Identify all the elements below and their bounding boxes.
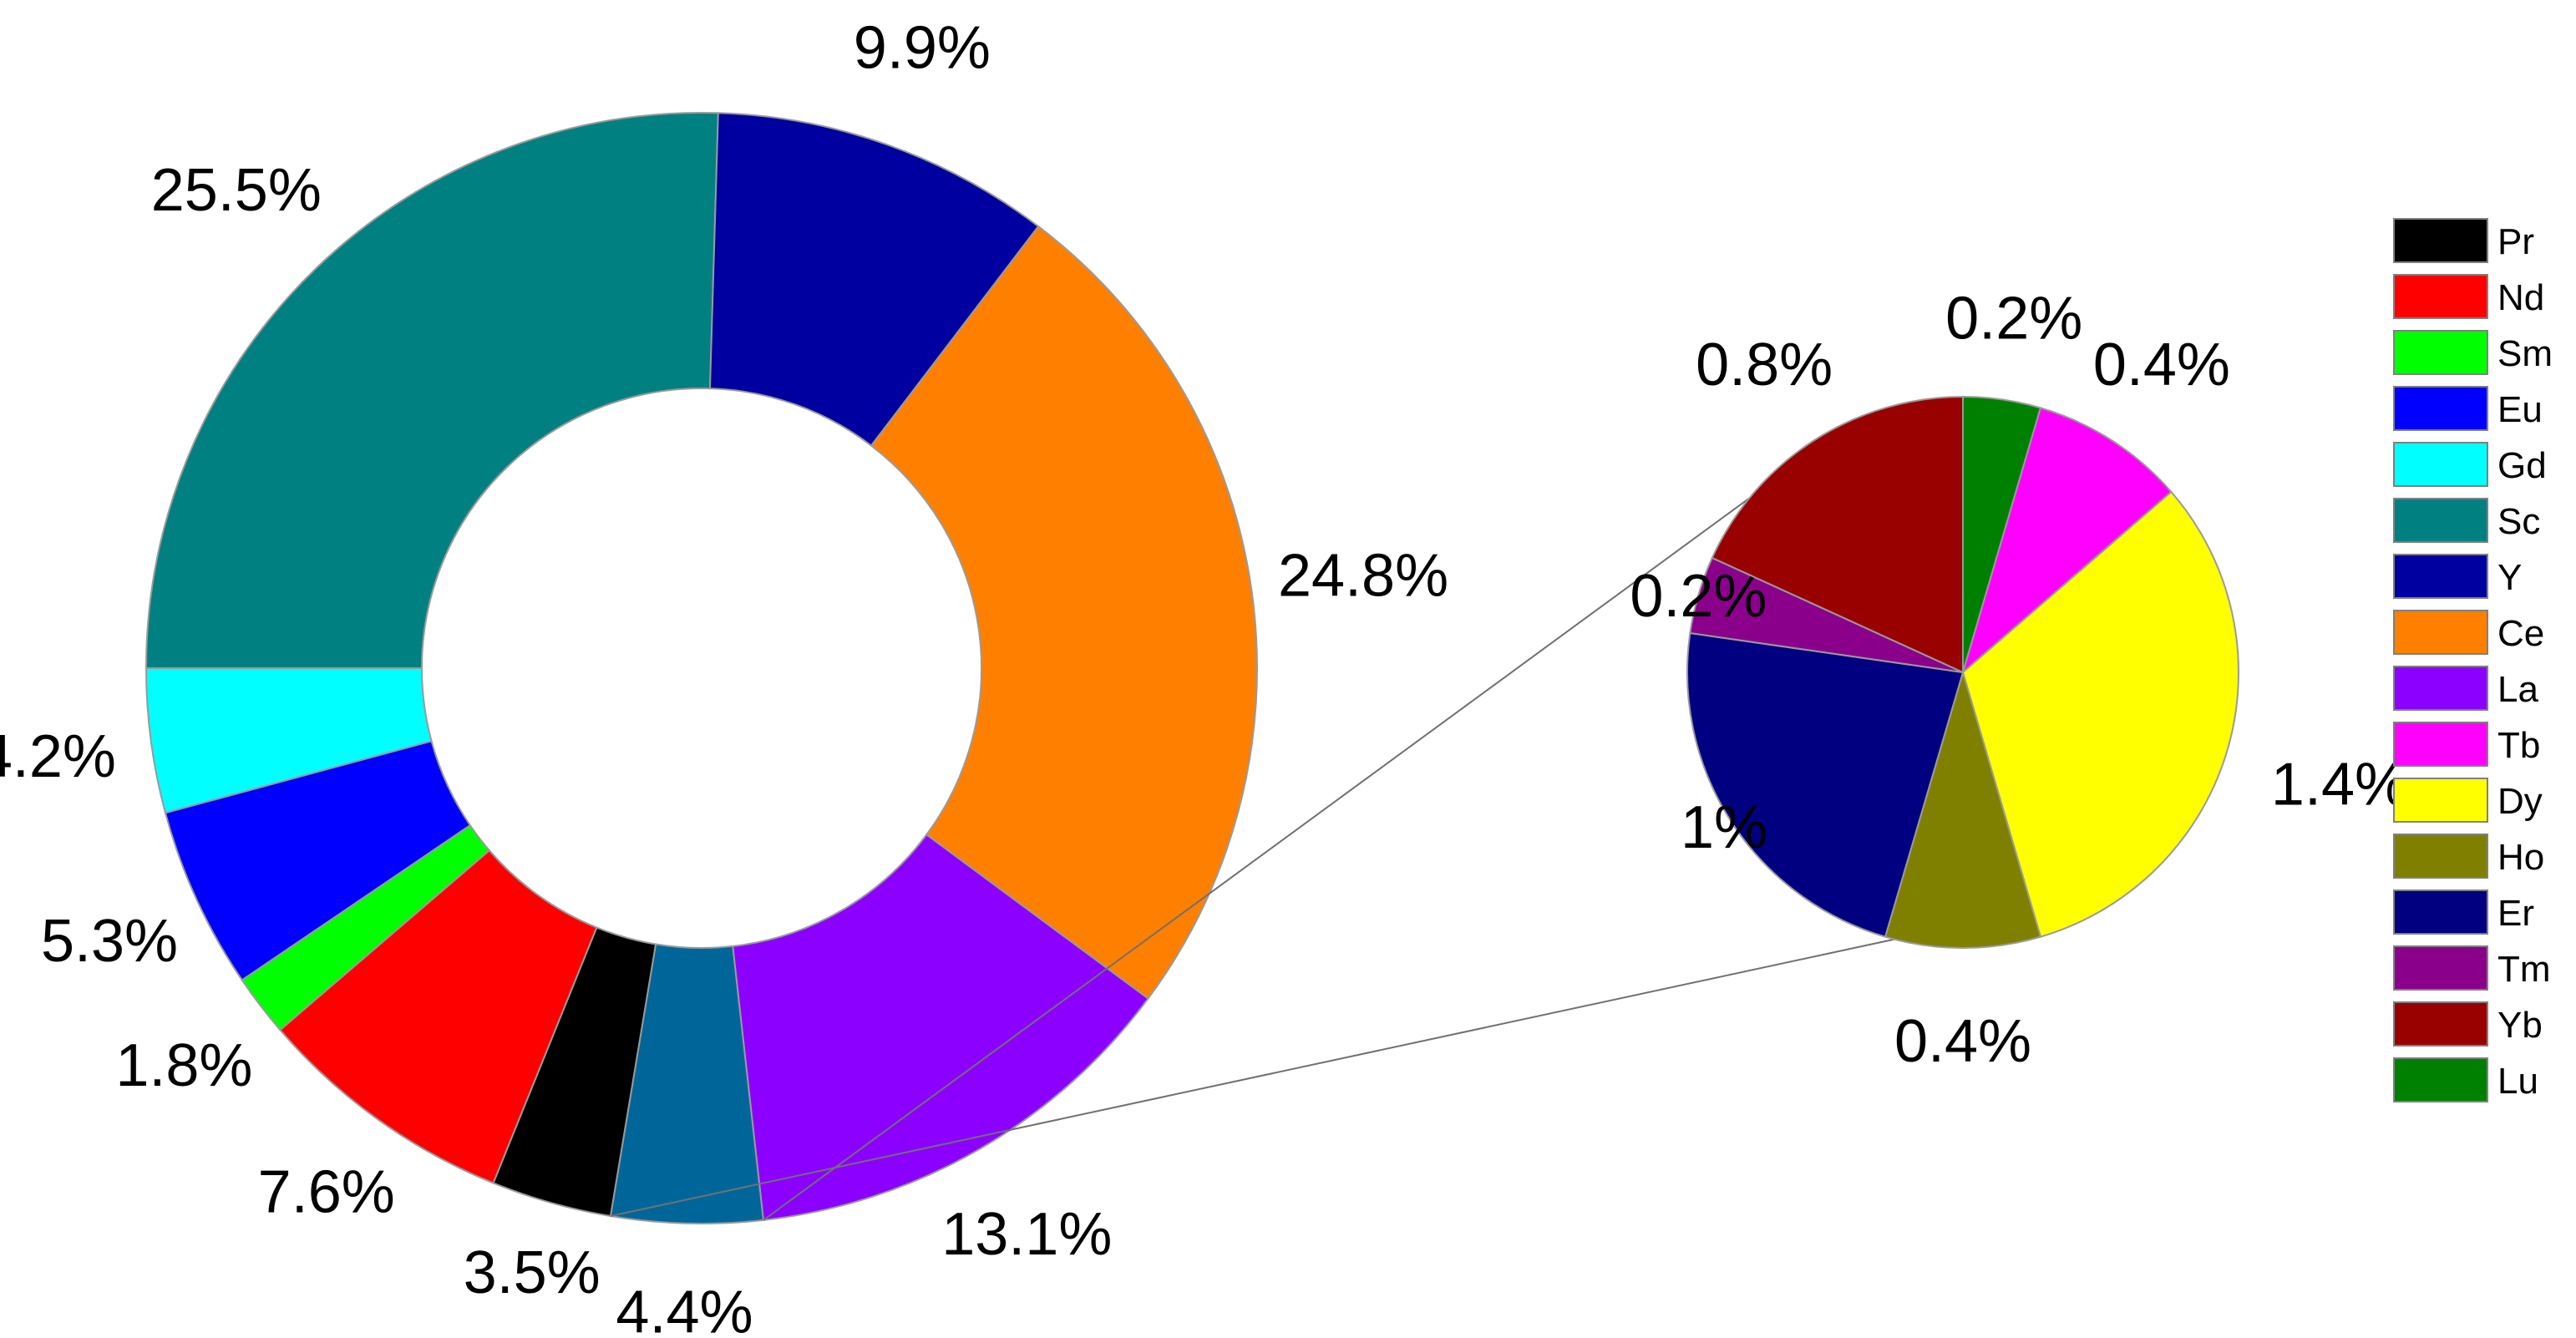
legend-swatch-lu xyxy=(2393,1057,2488,1102)
legend-swatch-tm xyxy=(2393,945,2488,991)
legend-label-ce: Ce xyxy=(2497,613,2544,654)
pie-label-ho: 0.4% xyxy=(1894,1008,2031,1075)
donut-label-pr: 3.5% xyxy=(464,1239,601,1306)
legend-label-yb: Yb xyxy=(2497,1005,2543,1046)
pie-slice-er xyxy=(1686,631,1965,938)
donut-slice-la xyxy=(732,833,1149,1221)
pie-slice-yb xyxy=(1711,395,1964,674)
legend-swatch-eu xyxy=(2393,386,2488,431)
legend-label-nd: Nd xyxy=(2497,277,2544,318)
legend-swatch-sm xyxy=(2393,330,2488,375)
legend-swatch-dy xyxy=(2393,778,2488,823)
connector-line-top xyxy=(763,415,1863,1221)
donut-label-la: 13.1% xyxy=(941,1201,1112,1268)
legend-label-eu: Eu xyxy=(2497,389,2543,430)
donut-slice-ce xyxy=(870,225,1258,1000)
donut-label-other: 4.4% xyxy=(616,1280,753,1338)
legend-label-lu: Lu xyxy=(2497,1061,2538,1102)
legend-swatch-sc xyxy=(2393,498,2488,543)
legend-swatch-er xyxy=(2393,889,2488,935)
legend-label-ho: Ho xyxy=(2497,837,2544,878)
breakout-pie-chart: 0.2%0.4%1.4%0.4%1%0.2%0.8% xyxy=(1630,285,2408,1075)
donut-slice-gd xyxy=(145,667,433,814)
doughnut-chart: 25.5% 9.9% 24.8% 13.1% 4.4% 3.5% 7.6%1.8% 5.3% 4… xyxy=(0,14,1448,1338)
donut-label-sc: 25.5% xyxy=(151,157,322,224)
legend-swatch-y xyxy=(2393,554,2488,599)
legend-label-pr: Pr xyxy=(2497,221,2534,262)
legend-swatch-pr xyxy=(2393,218,2488,263)
legend-swatch-tb xyxy=(2393,722,2488,767)
pie-label-tm: 0.2% xyxy=(1630,563,1767,630)
legend-label-la: La xyxy=(2497,669,2538,710)
pie-slice-ho xyxy=(1884,669,2042,949)
donut-label-eu: 5.3% xyxy=(41,908,178,975)
legend-label-sm: Sm xyxy=(2497,333,2553,374)
legend-swatch-yb xyxy=(2393,1001,2488,1047)
legend-label-tb: Tb xyxy=(2497,725,2540,766)
legend-label-tm: Tm xyxy=(2497,949,2551,990)
donut-slice-sc xyxy=(145,112,719,669)
pie-slice-tb xyxy=(1961,407,2173,675)
legend-label-gd: Gd xyxy=(2497,445,2547,486)
connector-line-bottom xyxy=(610,938,1895,1217)
legend-swatch-la xyxy=(2393,666,2488,711)
legend-label-sc: Sc xyxy=(2497,501,2540,542)
legend-swatch-ce xyxy=(2393,610,2488,655)
donut-label-y: 9.9% xyxy=(854,14,991,81)
legend-swatch-ho xyxy=(2393,834,2488,879)
pie-slice-dy xyxy=(1961,490,2239,938)
legend-label-dy: Dy xyxy=(2497,781,2543,822)
pie-label-lu: 0.2% xyxy=(1945,285,2082,352)
legend-swatch-gd xyxy=(2393,442,2488,487)
donut-label-ce: 24.8% xyxy=(1278,542,1448,609)
donut-slice-y xyxy=(708,112,1040,447)
pie-label-er: 1% xyxy=(1681,794,1767,861)
breakout-connector-lines xyxy=(610,415,1895,1221)
pie-label-tb: 0.4% xyxy=(2093,332,2230,398)
donut-label-gd: 4.2% xyxy=(0,723,116,790)
pie-label-yb: 0.8% xyxy=(1696,332,1833,398)
donut-label-nd: 7.6% xyxy=(258,1158,395,1225)
donut-label-sm: 1.8% xyxy=(115,1032,252,1099)
legend: Pr Nd Sm Eu Gd Sc Y Ce La Tb Dy Ho Er Tm Yb Lu xyxy=(2393,218,2553,1102)
legend-swatch-nd xyxy=(2393,274,2488,319)
legend-label-y: Y xyxy=(2497,557,2522,598)
legend-label-er: Er xyxy=(2497,893,2534,934)
pie-label-dy: 1.4% xyxy=(2271,751,2408,818)
